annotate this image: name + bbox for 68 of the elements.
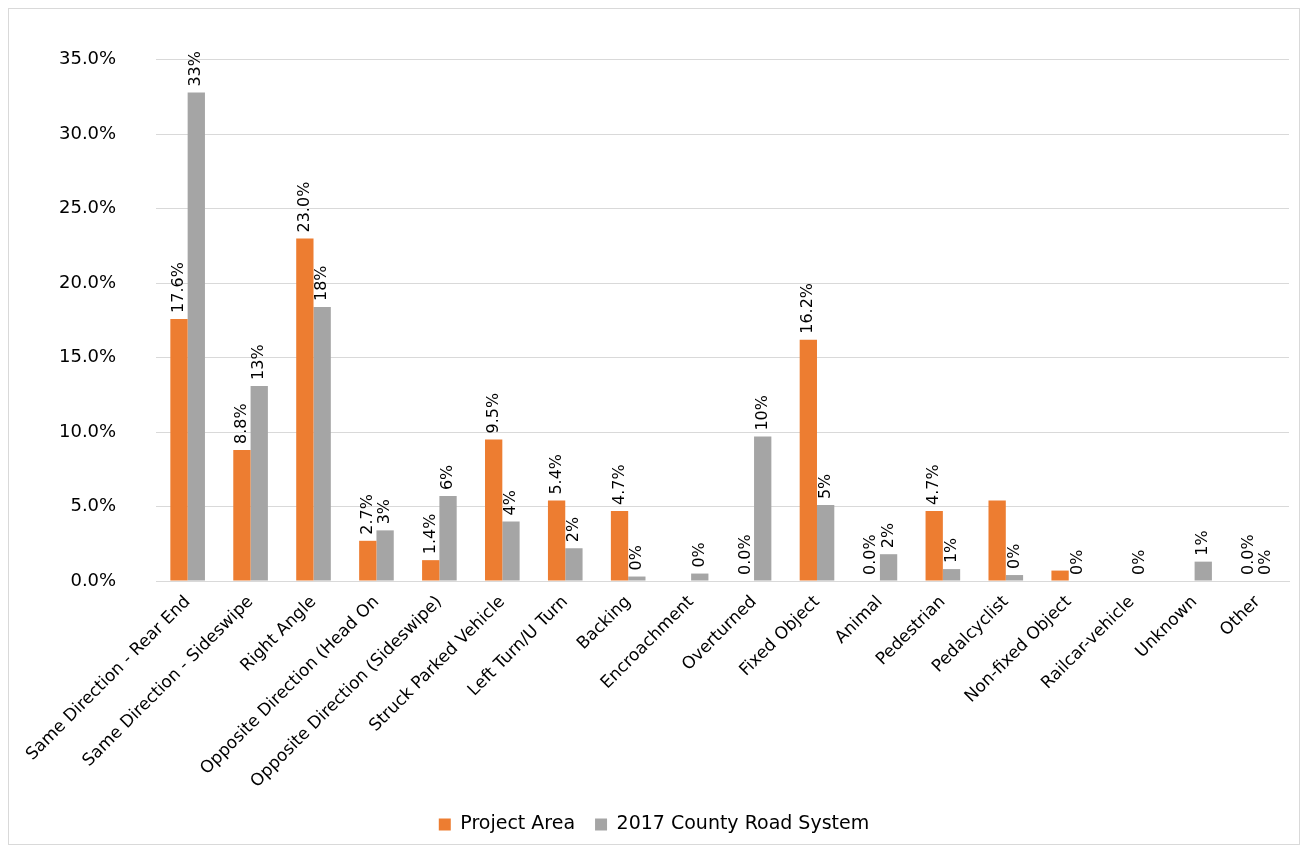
bar — [1051, 570, 1069, 581]
data-label: 0% — [626, 545, 645, 571]
data-label: 9.5% — [482, 392, 502, 434]
bar — [359, 540, 377, 581]
bar — [313, 307, 331, 581]
y-tick-label: 30.0% — [58, 121, 117, 143]
bar — [816, 505, 835, 581]
bar — [988, 500, 1006, 581]
data-label: 0.0% — [734, 534, 754, 575]
data-label: 0% — [688, 542, 708, 568]
bar — [233, 449, 251, 581]
bar — [1005, 575, 1024, 581]
data-label: 2% — [563, 516, 583, 543]
bar — [754, 436, 772, 581]
y-tick-label: 15.0% — [58, 345, 117, 367]
bar — [942, 569, 961, 581]
bar — [485, 439, 503, 581]
data-label: 3% — [374, 498, 394, 525]
bar — [170, 318, 188, 581]
data-label: 0% — [1003, 543, 1023, 570]
y-tick-label: 5.0% — [70, 494, 117, 516]
data-label: 2.7% — [356, 494, 376, 535]
bar — [628, 576, 646, 581]
data-label: 17.6% — [168, 262, 188, 313]
data-label: 18% — [311, 265, 331, 301]
bar — [547, 500, 566, 581]
data-label: 5.4% — [545, 453, 565, 495]
bar — [799, 339, 817, 581]
bar — [502, 521, 520, 581]
bar — [691, 573, 709, 581]
data-label: 23.0% — [294, 181, 314, 233]
data-label: 2% — [877, 522, 897, 549]
data-label: 0.0% — [860, 534, 880, 575]
data-label: 16.2% — [797, 282, 817, 334]
bar — [565, 548, 583, 581]
data-label: 1.4% — [419, 513, 439, 555]
bar — [925, 511, 943, 581]
y-tick-label: 25.0% — [58, 196, 117, 218]
bar — [879, 554, 898, 581]
bar — [296, 238, 314, 581]
bar — [439, 496, 457, 581]
data-label: 0% — [1129, 549, 1149, 575]
data-label: 4.7% — [923, 464, 943, 506]
bar — [422, 560, 440, 581]
data-label: 1% — [940, 537, 960, 564]
data-label: 10% — [751, 394, 771, 431]
data-label: 4.7% — [608, 464, 628, 506]
bar — [250, 385, 268, 581]
data-label: 5% — [814, 473, 834, 500]
bar — [610, 511, 629, 581]
bar — [187, 92, 205, 581]
data-label: 8.8% — [231, 403, 251, 444]
y-tick-label: 0.0% — [70, 568, 117, 590]
data-label: 6% — [437, 464, 457, 491]
y-tick-label: 35.0% — [58, 47, 117, 69]
data-label: 0% — [1066, 549, 1086, 575]
legend-label: 2017 County Road System — [616, 811, 870, 834]
data-label: 1% — [1192, 530, 1212, 556]
data-label: 13% — [248, 344, 268, 380]
y-tick-label: 20.0% — [58, 270, 117, 292]
bar — [1194, 561, 1212, 581]
data-label: 33% — [185, 51, 205, 87]
data-label: 0.0% — [1238, 534, 1258, 575]
data-label: 4% — [500, 490, 520, 516]
legend-label: Project Area — [460, 811, 576, 834]
y-tick-label: 10.0% — [58, 419, 117, 441]
bar — [376, 530, 394, 581]
data-label: 0% — [1255, 549, 1275, 575]
